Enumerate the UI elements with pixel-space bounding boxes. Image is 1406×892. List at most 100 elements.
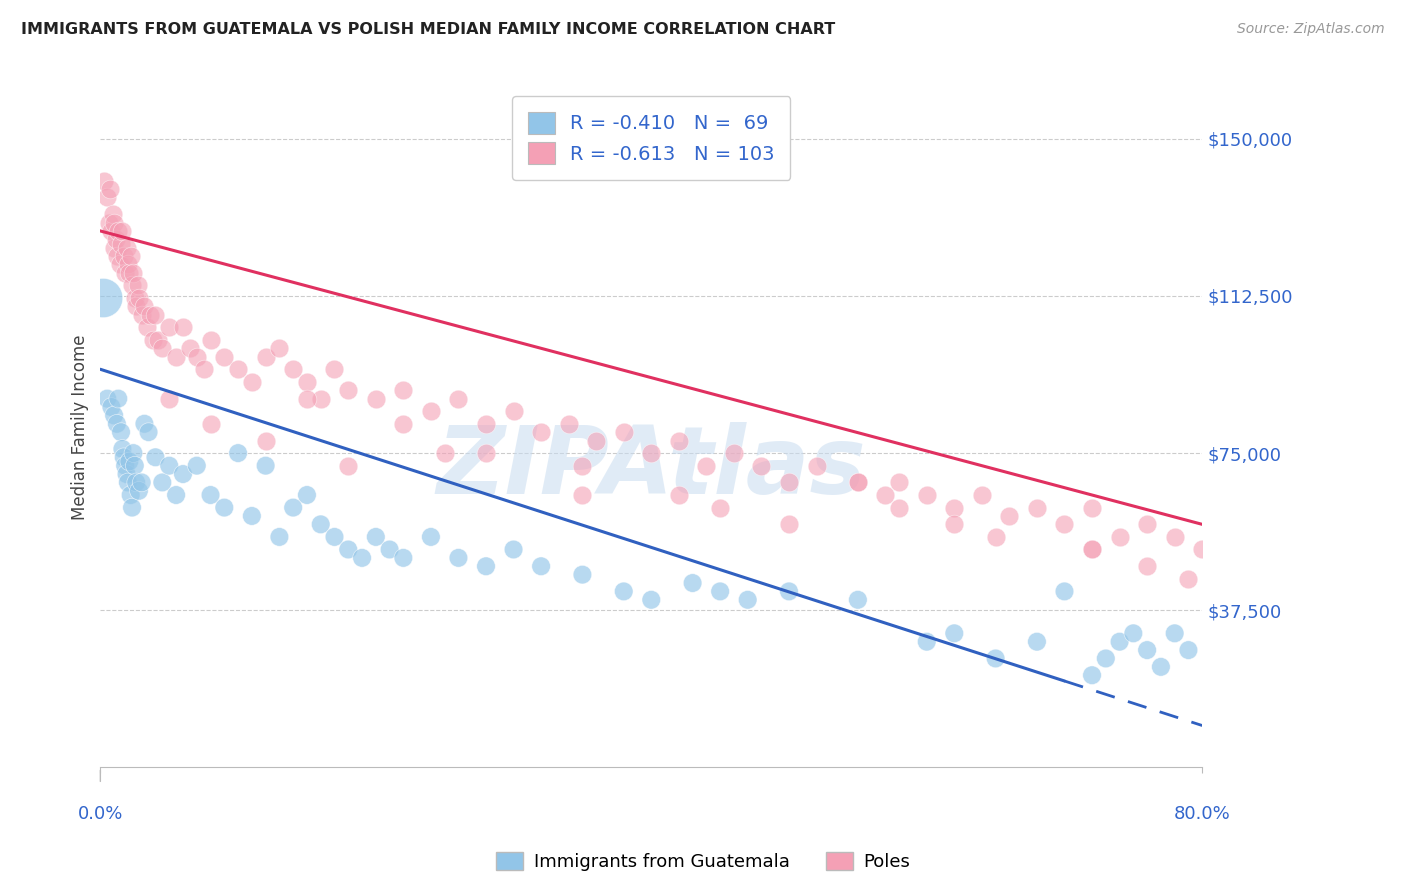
- Point: [115, 467, 138, 481]
- Point: [117, 475, 139, 490]
- Point: [640, 592, 662, 607]
- Point: [364, 392, 387, 406]
- Point: [778, 584, 800, 599]
- Point: [337, 383, 360, 397]
- Point: [419, 404, 441, 418]
- Point: [846, 592, 869, 607]
- Text: ZIPAtlas: ZIPAtlas: [436, 422, 866, 514]
- Point: [419, 530, 441, 544]
- Point: [269, 530, 291, 544]
- Point: [254, 350, 277, 364]
- Point: [1122, 626, 1144, 640]
- Point: [613, 584, 636, 599]
- Point: [751, 458, 773, 473]
- Point: [1177, 643, 1199, 657]
- Point: [392, 417, 415, 431]
- Point: [200, 417, 222, 431]
- Point: [128, 483, 150, 498]
- Point: [117, 258, 139, 272]
- Text: Source: ZipAtlas.com: Source: ZipAtlas.com: [1237, 22, 1385, 37]
- Point: [114, 458, 136, 473]
- Point: [148, 333, 170, 347]
- Point: [943, 626, 966, 640]
- Point: [447, 392, 470, 406]
- Point: [254, 434, 277, 448]
- Point: [613, 425, 636, 439]
- Point: [571, 567, 593, 582]
- Point: [475, 446, 498, 460]
- Point: [447, 550, 470, 565]
- Point: [1094, 651, 1116, 665]
- Point: [915, 488, 938, 502]
- Point: [115, 241, 138, 255]
- Point: [1053, 584, 1076, 599]
- Point: [111, 224, 134, 238]
- Point: [682, 576, 704, 591]
- Point: [1136, 643, 1159, 657]
- Point: [1150, 660, 1173, 674]
- Point: [943, 517, 966, 532]
- Point: [226, 446, 249, 460]
- Point: [571, 458, 593, 473]
- Point: [668, 434, 690, 448]
- Point: [392, 550, 415, 565]
- Point: [337, 458, 360, 473]
- Point: [122, 446, 145, 460]
- Point: [91, 291, 114, 305]
- Point: [915, 634, 938, 648]
- Point: [107, 224, 129, 238]
- Point: [226, 362, 249, 376]
- Point: [145, 308, 167, 322]
- Point: [557, 417, 579, 431]
- Point: [100, 224, 122, 238]
- Point: [193, 362, 215, 376]
- Point: [128, 291, 150, 305]
- Point: [200, 488, 222, 502]
- Point: [200, 333, 222, 347]
- Point: [295, 488, 318, 502]
- Point: [179, 341, 201, 355]
- Point: [214, 500, 236, 515]
- Point: [295, 375, 318, 389]
- Point: [943, 500, 966, 515]
- Point: [103, 216, 125, 230]
- Point: [105, 249, 128, 263]
- Point: [1026, 634, 1049, 648]
- Point: [97, 216, 120, 230]
- Point: [1081, 668, 1104, 682]
- Point: [157, 320, 180, 334]
- Point: [121, 500, 143, 515]
- Point: [889, 500, 911, 515]
- Point: [1108, 530, 1130, 544]
- Point: [433, 446, 456, 460]
- Point: [998, 508, 1021, 523]
- Point: [709, 500, 731, 515]
- Point: [98, 182, 121, 196]
- Point: [283, 500, 305, 515]
- Point: [778, 475, 800, 490]
- Point: [165, 350, 187, 364]
- Text: 0.0%: 0.0%: [77, 805, 124, 823]
- Point: [530, 559, 553, 574]
- Point: [585, 434, 607, 448]
- Point: [309, 517, 332, 532]
- Point: [125, 299, 148, 313]
- Point: [121, 278, 143, 293]
- Point: [127, 278, 149, 293]
- Y-axis label: Median Family Income: Median Family Income: [72, 334, 89, 520]
- Point: [502, 404, 524, 418]
- Point: [131, 475, 153, 490]
- Point: [530, 425, 553, 439]
- Point: [150, 341, 173, 355]
- Point: [846, 475, 869, 490]
- Point: [142, 333, 165, 347]
- Point: [108, 258, 131, 272]
- Point: [778, 517, 800, 532]
- Point: [323, 362, 346, 376]
- Point: [1136, 517, 1159, 532]
- Point: [350, 550, 373, 565]
- Point: [107, 392, 129, 406]
- Point: [125, 475, 148, 490]
- Text: 80.0%: 80.0%: [1174, 805, 1230, 823]
- Point: [309, 392, 332, 406]
